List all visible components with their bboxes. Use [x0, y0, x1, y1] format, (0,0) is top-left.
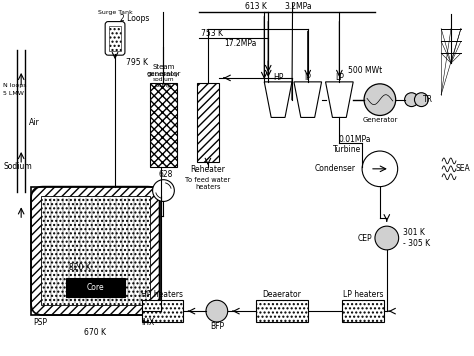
FancyBboxPatch shape: [105, 22, 125, 55]
Bar: [41, 197, 150, 305]
Text: IHX: IHX: [141, 319, 155, 328]
Bar: [342, 300, 384, 322]
Text: CEP: CEP: [357, 234, 372, 242]
Text: Generator: Generator: [362, 117, 398, 124]
Circle shape: [405, 93, 419, 106]
Text: 670 K: 670 K: [84, 328, 106, 337]
Text: PSP: PSP: [33, 319, 47, 328]
Polygon shape: [326, 82, 353, 117]
Text: 753 K: 753 K: [201, 29, 223, 38]
Text: 500 MWt: 500 MWt: [348, 66, 382, 74]
Text: HP: HP: [273, 73, 283, 82]
Polygon shape: [264, 82, 292, 117]
Text: 2 Loops: 2 Loops: [120, 14, 149, 23]
Text: 17.2MPa: 17.2MPa: [224, 39, 256, 48]
Text: 5 LMW: 5 LMW: [3, 91, 24, 96]
Text: 820 K: 820 K: [69, 263, 91, 272]
Text: Sodium: Sodium: [3, 162, 32, 171]
Text: Reheater: Reheater: [191, 165, 225, 174]
Bar: [31, 187, 160, 315]
Text: 3.2MPa: 3.2MPa: [284, 2, 312, 11]
Bar: [197, 83, 219, 162]
Bar: [109, 26, 121, 51]
Text: IP: IP: [304, 73, 311, 82]
Circle shape: [375, 226, 399, 250]
Text: N loops: N loops: [3, 83, 27, 88]
Text: TR: TR: [423, 95, 433, 104]
Text: To feed water
heaters: To feed water heaters: [185, 177, 230, 190]
Text: Condenser: Condenser: [314, 164, 355, 173]
Text: Surge Tank: Surge Tank: [98, 10, 132, 15]
Text: LP: LP: [335, 73, 344, 82]
Text: Core: Core: [86, 283, 104, 292]
Text: 0.01MPa: 0.01MPa: [339, 135, 372, 144]
Text: 628: 628: [158, 170, 173, 179]
Text: Secondary
sodium
pump: Secondary sodium pump: [148, 72, 179, 88]
Circle shape: [153, 180, 174, 201]
Text: Turbine: Turbine: [333, 145, 361, 153]
Text: BFP: BFP: [210, 323, 224, 331]
Bar: [142, 300, 183, 322]
Text: Steam
generator: Steam generator: [146, 64, 181, 78]
Polygon shape: [294, 82, 321, 117]
FancyBboxPatch shape: [31, 187, 160, 315]
Circle shape: [362, 151, 398, 187]
Bar: [256, 300, 308, 322]
Circle shape: [364, 84, 396, 115]
Text: Air: Air: [29, 118, 40, 127]
Text: Deaerator: Deaerator: [263, 290, 301, 299]
Text: 613 K: 613 K: [246, 2, 267, 11]
Circle shape: [206, 300, 228, 322]
Text: 301 K
- 305 K: 301 K - 305 K: [402, 228, 430, 248]
Circle shape: [414, 93, 428, 106]
Text: HP heaters: HP heaters: [141, 290, 183, 299]
Text: 795 K: 795 K: [126, 58, 148, 67]
Text: LP heaters: LP heaters: [343, 290, 383, 299]
Bar: [150, 83, 177, 167]
Text: SEA: SEA: [456, 164, 471, 173]
Bar: [65, 278, 125, 297]
